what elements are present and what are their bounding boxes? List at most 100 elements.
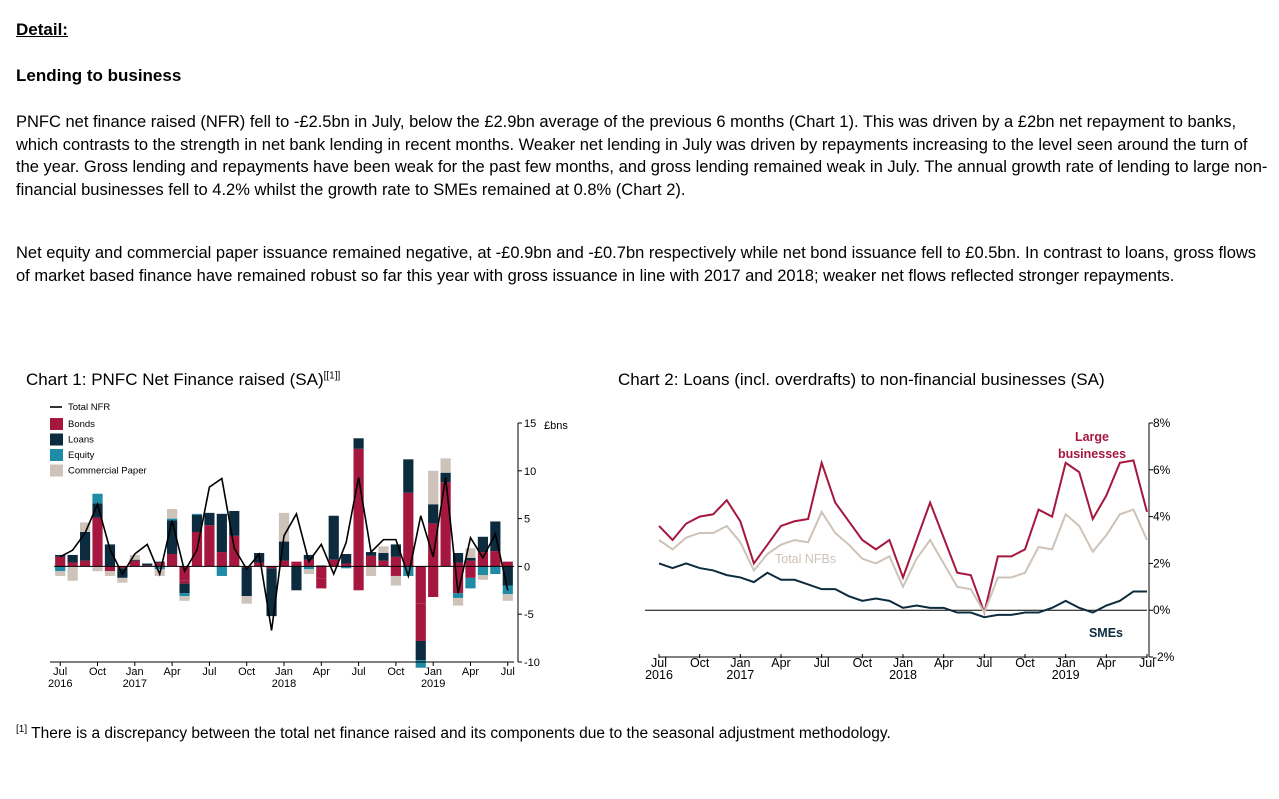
bar-commercial-paper <box>440 458 451 473</box>
bar-loans <box>55 554 66 557</box>
bar-loans <box>390 544 401 557</box>
x-tick-label: Oct <box>690 656 710 670</box>
y-tick-label: 10 <box>524 466 536 478</box>
x-tick-label: Apr <box>771 656 790 670</box>
bar-bonds <box>254 562 265 567</box>
bar-equity <box>154 566 165 570</box>
bar-commercial-paper <box>452 597 464 606</box>
bar-bonds <box>229 535 240 567</box>
bar-loans <box>104 544 116 567</box>
bar-equity <box>341 566 352 569</box>
bar-bonds <box>55 556 66 567</box>
bar-commercial-paper <box>365 566 377 576</box>
series-label-large-businesses: businesses <box>1058 447 1126 461</box>
legend-label-equity: Equity <box>68 450 95 461</box>
bar-equity <box>415 660 426 668</box>
bar-commercial-paper <box>241 596 252 604</box>
chart2-title: Chart 2: Loans (incl. overdrafts) to non… <box>618 370 1105 389</box>
bar-commercial-paper <box>477 575 489 580</box>
bar-loans <box>266 568 277 617</box>
bar-equity <box>465 577 476 589</box>
bar-bonds <box>303 559 314 567</box>
bar-commercial-paper <box>502 594 513 601</box>
paragraph-market-finance: Net equity and commercial paper issuance… <box>16 244 1257 285</box>
chart1-title: Chart 1: PNFC Net Finance raised (SA)[[1… <box>26 370 340 390</box>
bar-commercial-paper <box>67 566 78 581</box>
x-tick-year: 2018 <box>889 668 917 682</box>
bar-commercial-paper <box>79 522 91 532</box>
bar-bonds <box>129 560 140 567</box>
legend-swatch-loans <box>50 433 63 446</box>
series-label-total-nfbs: Total NFBs <box>775 552 836 566</box>
bar-commercial-paper <box>167 509 178 519</box>
x-tick-label: Oct <box>1015 656 1035 670</box>
bar-equity <box>477 566 489 576</box>
bar-loans <box>278 541 290 561</box>
bar-bonds <box>428 523 439 567</box>
x-tick-label: Oct <box>89 666 106 678</box>
bar-equity <box>55 566 66 572</box>
legend-label-commercial-paper: Commercial Paper <box>68 466 147 477</box>
x-tick-label: Apr <box>462 666 479 678</box>
series-line-total-nfbs <box>658 508 1148 615</box>
x-tick-year: 2018 <box>272 678 296 690</box>
x-tick-label: Jul <box>814 656 830 670</box>
legend-label-loans: Loans <box>68 435 94 446</box>
y-tick-label: -2% <box>1153 650 1175 664</box>
x-tick-label: Oct <box>387 666 404 678</box>
x-tick-year: 2017 <box>123 678 147 690</box>
bar-equity <box>490 566 501 575</box>
bar-commercial-paper <box>390 575 401 586</box>
y-tick-label: 15 <box>524 418 536 430</box>
paragraph-nfr: PNFC net finance raised (NFR) fell to -£… <box>16 113 1268 199</box>
bar-loans <box>154 561 165 563</box>
bar-bonds <box>390 566 401 576</box>
x-tick-label: Jan <box>424 666 442 678</box>
bar-bonds <box>204 525 215 567</box>
chart1-footnote-ref[interactable]: [[1]] <box>323 370 341 382</box>
bar-bonds <box>117 566 128 569</box>
bar-loans <box>167 520 178 554</box>
bar-bonds <box>365 555 377 567</box>
x-tick-label: Jan <box>275 666 293 678</box>
x-tick-label: Jul <box>1139 656 1155 670</box>
bar-loans <box>129 559 140 561</box>
bar-loans <box>179 583 190 594</box>
bar-equity <box>191 513 203 515</box>
bar-loans <box>403 459 414 493</box>
bar-bonds <box>452 566 464 594</box>
bar-loans <box>477 536 489 553</box>
bar-loans <box>502 566 513 586</box>
bar-loans <box>353 438 364 449</box>
y-tick-label: 4% <box>1153 510 1171 524</box>
x-tick-label: Jul <box>53 666 67 678</box>
legend-label-total-nfr: Total NFR <box>68 402 110 413</box>
x-tick-label: Jan <box>730 656 750 670</box>
bar-bonds <box>167 553 178 567</box>
bar-commercial-paper <box>179 596 190 601</box>
bar-loans <box>142 563 153 566</box>
x-tick-year: 2016 <box>645 668 673 682</box>
x-tick-year: 2019 <box>421 678 445 690</box>
series-line-large-businesses <box>658 459 1148 617</box>
bar-bonds <box>415 603 426 641</box>
bar-bonds <box>316 566 327 579</box>
legend-swatch-bonds <box>50 418 63 430</box>
bar-bonds <box>92 517 103 567</box>
bar-loans <box>79 531 91 561</box>
bar-bonds <box>79 560 91 567</box>
bar-equity <box>303 566 314 570</box>
bar-bonds <box>452 562 464 567</box>
bar-loans <box>241 567 252 597</box>
bar-loans <box>67 554 78 563</box>
bar-bonds <box>465 560 476 567</box>
bar-equity <box>167 518 178 521</box>
x-tick-label: Jan <box>126 666 144 678</box>
legend-swatch-commercial-paper <box>50 464 63 477</box>
bar-bonds <box>216 552 227 567</box>
bar-loans <box>216 513 227 553</box>
x-tick-label: Apr <box>164 666 181 678</box>
y-tick-label: 8% <box>1153 416 1171 430</box>
x-tick-label: Jul <box>651 656 667 670</box>
